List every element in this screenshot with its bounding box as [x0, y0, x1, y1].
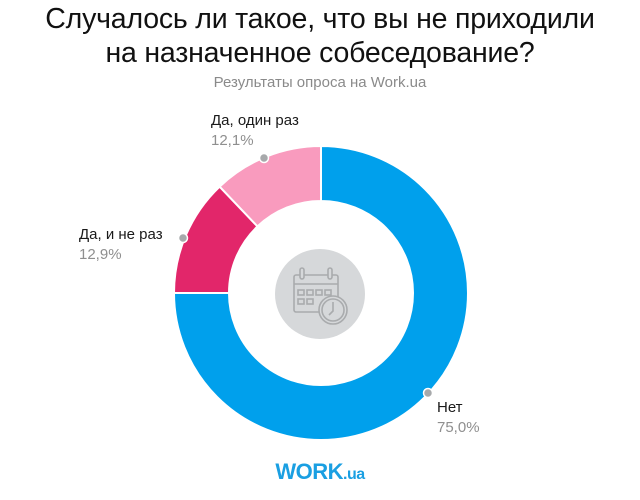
slice-once	[218, 144, 322, 228]
label-no: Нет 75,0%	[437, 398, 480, 438]
label-many-name: Да, и не раз	[79, 226, 163, 243]
chart-title-line-2: на назначенное собеседование?	[105, 37, 535, 69]
label-once-pct: 12,1%	[211, 132, 254, 149]
label-no-pct: 75,0%	[437, 419, 480, 436]
logo-suffix: .ua	[343, 466, 365, 483]
logo-main: WORK	[275, 459, 344, 484]
slice-no	[172, 144, 469, 441]
label-many: Да, и не раз 12,9%	[79, 225, 163, 265]
calendar-clock-icon	[275, 249, 365, 339]
chart-title: Случалось ли такое, что вы не приходили …	[0, 2, 640, 70]
label-no-name: Нет	[437, 399, 463, 416]
label-dot-no	[422, 387, 434, 399]
label-dot-many	[177, 232, 189, 244]
work-ua-logo: WORK.ua	[0, 459, 640, 485]
label-once-name: Да, один раз	[211, 112, 299, 129]
chart-title-line-1: Случалось ли такое, что вы не приходили	[45, 3, 595, 35]
chart-subtitle: Результаты опроса на Work.ua	[213, 74, 427, 91]
label-once: Да, один раз 12,1%	[211, 111, 299, 151]
label-many-pct: 12,9%	[79, 246, 122, 263]
label-dot-once	[258, 152, 270, 164]
